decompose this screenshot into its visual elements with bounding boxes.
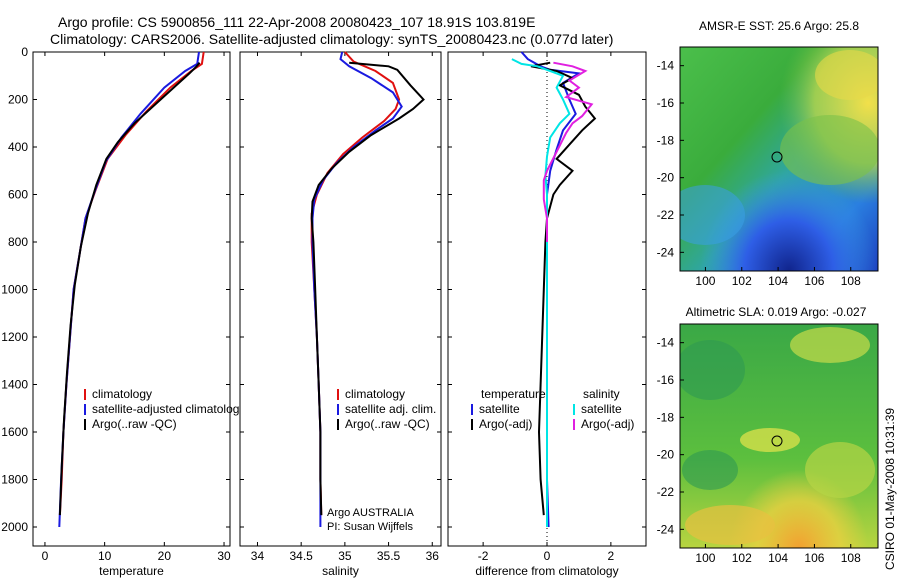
sst-map: AMSR-E SST: 25.6 Argo: 25.8 100 102 104 106… bbox=[657, 19, 879, 288]
map-y-tick-label-0-3: -20 bbox=[657, 171, 675, 185]
salinity-panel: 34 34.5 35 35.5 36 salinity climatologysatelli… bbox=[239, 51, 442, 578]
plot-frame-1 bbox=[239, 51, 442, 547]
sla-map-title: Altimetric SLA: 0.019 Argo: -0.027 bbox=[686, 305, 867, 319]
legend-label-right-1: satellite bbox=[581, 402, 622, 416]
map-x-tick-label-1-3: 106 bbox=[804, 551, 824, 565]
plot-frame-0 bbox=[32, 51, 231, 547]
map-y-tick-label-0-4: -22 bbox=[657, 208, 675, 222]
x-tick-label-1-3: 35.5 bbox=[377, 549, 401, 563]
map-x-tick-label-0-3: 106 bbox=[804, 274, 824, 288]
y-tick-label-1: 200 bbox=[8, 93, 28, 107]
annotation-0: Argo AUSTRALIA bbox=[327, 507, 414, 519]
sst-argo-location-marker bbox=[771, 151, 783, 163]
map-y-tick-label-1-4: -22 bbox=[657, 485, 675, 499]
map-x-tick-label-0-0: 100 bbox=[695, 274, 715, 288]
header-line1: Argo profile: CS 5900856_111 22-Apr-2008… bbox=[58, 14, 535, 30]
legend-label-right-0: salinity bbox=[583, 387, 620, 401]
y-tick-label-7: 1400 bbox=[1, 378, 28, 392]
x-axis-label-0: temperature bbox=[99, 564, 164, 578]
annotation-1: PI: Susan Wijffels bbox=[327, 521, 413, 533]
map-y-tick-label-1-1: -16 bbox=[657, 373, 675, 387]
x-tick-label-1-4: 36 bbox=[426, 549, 440, 563]
legend-label-left-0: temperature bbox=[481, 387, 546, 401]
x-tick-label-1-0: 34 bbox=[251, 549, 265, 563]
map-y-tick-label-0-5: -24 bbox=[657, 245, 675, 259]
legend-label-0-1: satellite-adjusted climatology bbox=[92, 402, 245, 416]
series-line-1-2 bbox=[310, 61, 425, 516]
y-tick-label-0: 0 bbox=[21, 45, 28, 59]
map-x-tick-label-0-1: 102 bbox=[732, 274, 752, 288]
legend-label-1-2: Argo(..raw -QC) bbox=[345, 417, 430, 431]
map-y-tick-label-0-2: -18 bbox=[657, 133, 675, 147]
map-x-tick-label-0-4: 108 bbox=[841, 274, 861, 288]
sla-map: Altimetric SLA: 0.019 Argo: -0.027 100 10… bbox=[657, 305, 879, 565]
y-tick-label-4: 800 bbox=[8, 235, 28, 249]
x-tick-label-0-0: 0 bbox=[42, 549, 49, 563]
legend-label-left-1: satellite bbox=[479, 402, 520, 416]
series-line-2-3 bbox=[542, 61, 594, 242]
x-tick-label-2-0: -2 bbox=[478, 549, 489, 563]
x-tick-label-0-1: 10 bbox=[98, 549, 112, 563]
series-line-2-2 bbox=[511, 58, 571, 527]
sla-argo-location-marker bbox=[771, 435, 783, 447]
y-tick-label-3: 600 bbox=[8, 188, 28, 202]
y-tick-label-8: 1600 bbox=[1, 425, 28, 439]
legend-label-0-0: climatology bbox=[92, 387, 152, 401]
legend-label-0-2: Argo(..raw -QC) bbox=[92, 417, 177, 431]
legend-label-1-1: satellite adj. clim. bbox=[345, 402, 436, 416]
x-tick-label-1-1: 34.5 bbox=[289, 549, 313, 563]
y-tick-label-5: 1000 bbox=[1, 283, 28, 297]
x-tick-label-0-3: 30 bbox=[217, 549, 231, 563]
map-y-tick-label-0-1: -16 bbox=[657, 96, 675, 110]
x-axis-label-2: difference from climatology bbox=[475, 564, 618, 578]
map-x-tick-label-1-1: 102 bbox=[732, 551, 752, 565]
header-line2: Climatology: CARS2006. Satellite-adjuste… bbox=[50, 31, 613, 47]
map-x-tick-label-1-4: 108 bbox=[841, 551, 861, 565]
legend-label-right-2: Argo(-adj) bbox=[581, 417, 634, 431]
map-y-tick-label-1-0: -14 bbox=[657, 336, 675, 350]
map-x-tick-label-1-2: 104 bbox=[768, 551, 788, 565]
series-line-2-1 bbox=[530, 61, 597, 516]
y-tick-label-10: 2000 bbox=[1, 520, 28, 534]
temperature-panel: 0 10 20 30 temperature 0 200 400 600 800 1000 1200 1… bbox=[1, 45, 245, 578]
legend-label-1-0: climatology bbox=[345, 387, 405, 401]
x-tick-label-1-2: 35 bbox=[338, 549, 352, 563]
y-tick-label-6: 1200 bbox=[1, 330, 28, 344]
x-tick-label-2-1: 0 bbox=[544, 549, 551, 563]
series-line-0-2 bbox=[58, 62, 201, 516]
x-tick-label-2-2: 2 bbox=[608, 549, 615, 563]
map-y-tick-label-1-3: -20 bbox=[657, 448, 675, 462]
map-x-tick-label-0-2: 104 bbox=[768, 274, 788, 288]
map-y-tick-label-1-5: -24 bbox=[657, 522, 675, 536]
sst-map-title: AMSR-E SST: 25.6 Argo: 25.8 bbox=[699, 19, 859, 33]
x-axis-label-1: salinity bbox=[322, 564, 359, 578]
map-x-tick-label-1-0: 100 bbox=[695, 551, 715, 565]
y-tick-label-2: 400 bbox=[8, 140, 28, 154]
legend-label-left-2: Argo(-adj) bbox=[479, 417, 532, 431]
map-y-tick-label-0-0: -14 bbox=[657, 59, 675, 73]
x-tick-label-0-2: 20 bbox=[158, 549, 172, 563]
map-y-tick-label-1-2: -18 bbox=[657, 410, 675, 424]
y-tick-label-9: 1800 bbox=[1, 473, 28, 487]
timestamp-stamp: CSIRO 01-May-2008 10:31:39 bbox=[883, 408, 897, 570]
